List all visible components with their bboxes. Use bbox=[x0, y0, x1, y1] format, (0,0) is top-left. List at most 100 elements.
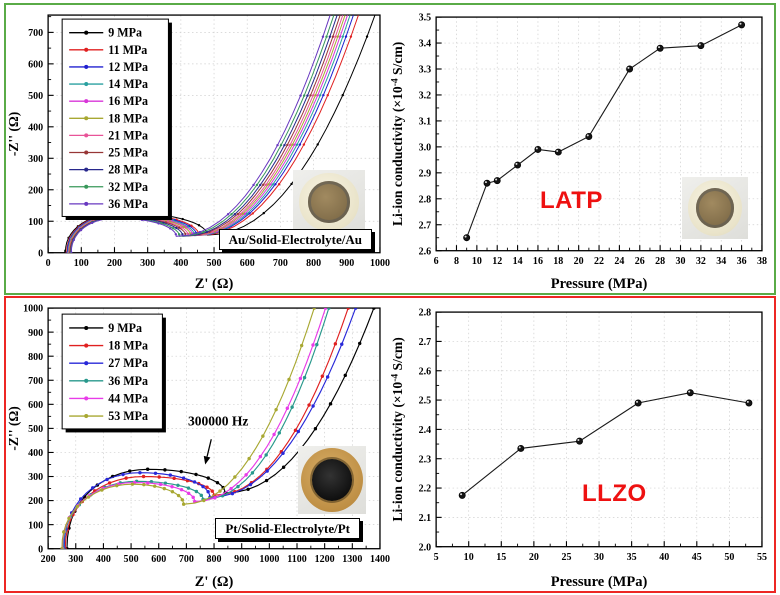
legend-entry: 9 MPa bbox=[108, 26, 142, 40]
pellet-photo-latp bbox=[682, 177, 748, 239]
data-point bbox=[517, 444, 525, 452]
legend-entry: 32 MPa bbox=[108, 180, 148, 194]
svg-text:400: 400 bbox=[28, 448, 43, 459]
legend-entry: 27 MPa bbox=[108, 356, 148, 370]
nyquist-au-panel: 0 100 200 300 400 500 600 700 800 900 1000 0 100 200 3… bbox=[6, 5, 390, 293]
data-point bbox=[656, 44, 664, 52]
data-point bbox=[745, 399, 753, 407]
svg-text:10: 10 bbox=[472, 256, 482, 267]
pellet-core bbox=[307, 181, 351, 223]
svg-text:600: 600 bbox=[240, 258, 255, 269]
svg-text:500: 500 bbox=[28, 424, 43, 435]
svg-text:24: 24 bbox=[614, 256, 624, 267]
data-point bbox=[626, 65, 634, 73]
axes: 200 300 400 500 600 700 800 900 1000 1100 1200 1300… bbox=[23, 304, 390, 565]
data-point bbox=[576, 437, 583, 445]
data-point bbox=[554, 148, 562, 156]
svg-text:900: 900 bbox=[28, 328, 43, 339]
svg-text:2.5: 2.5 bbox=[419, 396, 432, 407]
legend: 9 MPa 11 MPa 12 MPa 14 MPa 16 MPa 18 MPa 21 MP… bbox=[61, 18, 172, 220]
svg-text:8: 8 bbox=[454, 256, 459, 267]
svg-text:2.6: 2.6 bbox=[419, 246, 432, 257]
llzo-conductivity-panel: 5 10 15 20 25 30 35 40 45 50 55 2.0 2.1 2.2 2.3 2.4 2.5 2… bbox=[390, 298, 774, 591]
pellet-ring bbox=[300, 447, 364, 513]
data-point bbox=[458, 491, 466, 499]
svg-text:500: 500 bbox=[124, 554, 139, 565]
svg-text:45: 45 bbox=[692, 552, 702, 563]
svg-text:300: 300 bbox=[28, 472, 43, 483]
legend-entry: 9 MPa bbox=[108, 321, 142, 335]
svg-text:600: 600 bbox=[28, 400, 43, 411]
svg-text:20: 20 bbox=[529, 552, 539, 563]
data-point bbox=[514, 161, 522, 169]
data-point bbox=[493, 177, 501, 185]
material-label-llzo: LLZO bbox=[582, 480, 647, 507]
annotation-arrow bbox=[206, 439, 212, 457]
svg-text:0: 0 bbox=[46, 258, 51, 269]
svg-text:22: 22 bbox=[594, 256, 604, 267]
data-point bbox=[534, 145, 542, 153]
data-point bbox=[634, 399, 642, 407]
svg-text:100: 100 bbox=[28, 520, 43, 531]
series-area bbox=[463, 21, 746, 242]
series-area bbox=[60, 308, 376, 549]
svg-text:800: 800 bbox=[306, 258, 321, 269]
latp-conductivity-panel: 6 8 10 12 14 16 18 20 22 24 26 28 30 32 34 36 38 2.6 2.7 2.… bbox=[390, 5, 774, 293]
svg-text:3.1: 3.1 bbox=[419, 117, 432, 128]
svg-text:2.3: 2.3 bbox=[419, 454, 432, 465]
svg-text:400: 400 bbox=[173, 258, 188, 269]
svg-text:2.1: 2.1 bbox=[419, 513, 432, 524]
pellet-core bbox=[311, 459, 352, 501]
svg-text:900: 900 bbox=[234, 554, 249, 565]
svg-text:100: 100 bbox=[74, 258, 89, 269]
svg-text:3.4: 3.4 bbox=[419, 39, 432, 50]
svg-text:1000: 1000 bbox=[259, 554, 279, 565]
svg-text:26: 26 bbox=[635, 256, 645, 267]
svg-text:3.5: 3.5 bbox=[419, 13, 432, 24]
svg-text:2.6: 2.6 bbox=[419, 366, 432, 377]
svg-text:30: 30 bbox=[676, 256, 686, 267]
legend-entry: 28 MPa bbox=[108, 163, 148, 177]
svg-text:2.8: 2.8 bbox=[419, 194, 432, 205]
svg-text:1100: 1100 bbox=[287, 554, 306, 565]
svg-text:3.3: 3.3 bbox=[419, 65, 432, 76]
svg-text:2.8: 2.8 bbox=[419, 308, 432, 319]
legend-entry: 25 MPa bbox=[108, 146, 148, 160]
svg-text:12: 12 bbox=[492, 256, 502, 267]
legend-entry: 18 MPa bbox=[108, 111, 148, 125]
svg-text:100: 100 bbox=[28, 217, 43, 228]
y-axis-label: -Z'' (Ω) bbox=[6, 406, 22, 450]
svg-text:20: 20 bbox=[574, 256, 584, 267]
pellet-photo-pt bbox=[298, 446, 366, 514]
data-point bbox=[686, 389, 694, 397]
data-point bbox=[463, 234, 471, 242]
pellet-core bbox=[695, 187, 735, 229]
svg-text:28: 28 bbox=[655, 256, 665, 267]
svg-text:1000: 1000 bbox=[23, 304, 43, 315]
conductivity-line bbox=[461, 392, 750, 496]
svg-text:18: 18 bbox=[553, 256, 563, 267]
electrode-label-pt: Pt/Solid-Electrolyte/Pt bbox=[215, 518, 360, 539]
legend-entry: 53 MPa bbox=[108, 409, 148, 423]
data-point bbox=[483, 179, 491, 187]
svg-text:300: 300 bbox=[140, 258, 155, 269]
legend-entry: 14 MPa bbox=[108, 77, 148, 91]
latp-conductivity-chart: 6 8 10 12 14 16 18 20 22 24 26 28 30 32 34 36 38 2.6 2.7 2.… bbox=[390, 13, 767, 292]
svg-text:3.2: 3.2 bbox=[419, 91, 432, 102]
svg-text:1000: 1000 bbox=[370, 258, 390, 269]
svg-text:500: 500 bbox=[28, 91, 43, 102]
data-point bbox=[697, 42, 705, 50]
legend-entry: 44 MPa bbox=[108, 391, 148, 405]
nyquist-pt-chart: 200 300 400 500 600 700 800 900 1000 1100 1200 1300… bbox=[6, 304, 390, 590]
svg-text:38: 38 bbox=[757, 256, 767, 267]
svg-text:700: 700 bbox=[179, 554, 194, 565]
legend-entry: 21 MPa bbox=[108, 128, 148, 142]
svg-text:30: 30 bbox=[594, 552, 604, 563]
latp-section: 0 100 200 300 400 500 600 700 800 900 1000 0 100 200 3… bbox=[4, 3, 776, 295]
svg-text:0: 0 bbox=[38, 544, 43, 555]
svg-text:36: 36 bbox=[737, 256, 747, 267]
svg-text:25: 25 bbox=[561, 552, 571, 563]
svg-text:50: 50 bbox=[724, 552, 734, 563]
series-area bbox=[64, 15, 376, 253]
